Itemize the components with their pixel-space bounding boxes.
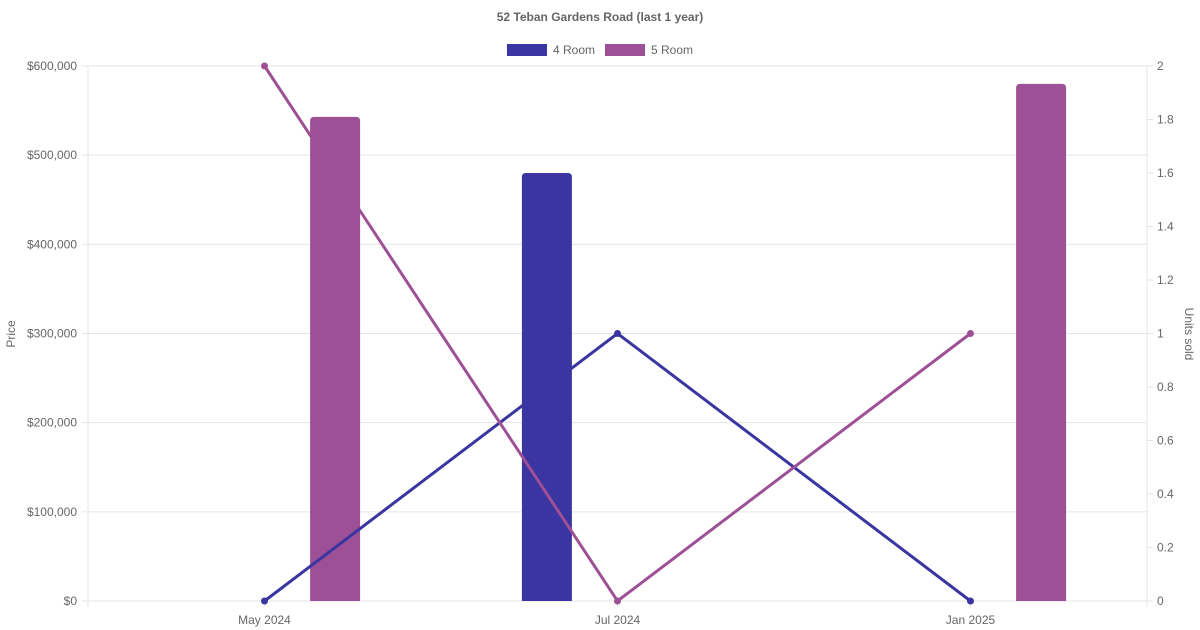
line-point[interactable] xyxy=(614,597,621,605)
x-axis-ticks: May 2024 Jul 2024 Jan 2025 xyxy=(238,613,995,627)
right-tick-label: 1.2 xyxy=(1157,273,1174,287)
line-4-room xyxy=(263,331,972,603)
right-tick-label: 0 xyxy=(1157,594,1164,608)
x-tick-label: Jul 2024 xyxy=(595,613,641,627)
left-axis-ticks: $0 $100,000 $200,000 $300,000 $400,000 $500,0… xyxy=(27,59,77,608)
right-tick-label: 2 xyxy=(1157,59,1164,73)
left-tick-label: $200,000 xyxy=(27,416,77,430)
left-tick-label: $500,000 xyxy=(27,148,77,162)
right-tick-label: 0.2 xyxy=(1157,541,1174,555)
unit-lines xyxy=(261,62,974,605)
legend-swatch xyxy=(506,44,547,56)
legend: 4 Room 5 Room xyxy=(506,43,693,57)
gridlines xyxy=(82,65,1153,607)
x-tick-label: May 2024 xyxy=(238,613,291,627)
bars xyxy=(310,83,1067,602)
right-tick-label: 1.6 xyxy=(1157,166,1174,180)
line-point[interactable] xyxy=(261,597,268,605)
left-tick-label: $300,000 xyxy=(27,327,77,341)
right-axis-title: Units sold xyxy=(1182,308,1196,361)
right-tick-label: 0.6 xyxy=(1157,434,1174,448)
bar-5-room[interactable] xyxy=(310,116,361,601)
right-tick-label: 0.4 xyxy=(1157,487,1174,501)
line-point[interactable] xyxy=(261,62,268,70)
left-axis-title: Price xyxy=(4,320,18,348)
x-tick-label: Jan 2025 xyxy=(946,613,996,627)
legend-label[interactable]: 4 Room xyxy=(553,43,595,57)
left-tick-label: $600,000 xyxy=(27,59,77,73)
left-tick-label: $0 xyxy=(64,594,78,608)
left-tick-label: $400,000 xyxy=(27,237,77,251)
line-point[interactable] xyxy=(967,330,974,337)
bar-5-room[interactable] xyxy=(1016,83,1067,602)
line-point[interactable] xyxy=(967,597,974,605)
legend-swatch xyxy=(605,44,645,56)
line-point[interactable] xyxy=(614,330,621,337)
right-tick-label: 1 xyxy=(1157,327,1164,341)
right-tick-label: 0.8 xyxy=(1157,380,1174,394)
right-tick-label: 1.8 xyxy=(1157,113,1174,127)
legend-label[interactable]: 5 Room xyxy=(651,43,693,57)
chart-title: 52 Teban Gardens Road (last 1 year) xyxy=(497,10,704,24)
left-tick-label: $100,000 xyxy=(27,505,77,519)
right-axis-ticks: 0 0.2 0.4 0.6 0.8 1 1.2 1.4 1.6 1.8 2 xyxy=(1157,59,1174,608)
right-tick-label: 1.4 xyxy=(1157,220,1174,234)
